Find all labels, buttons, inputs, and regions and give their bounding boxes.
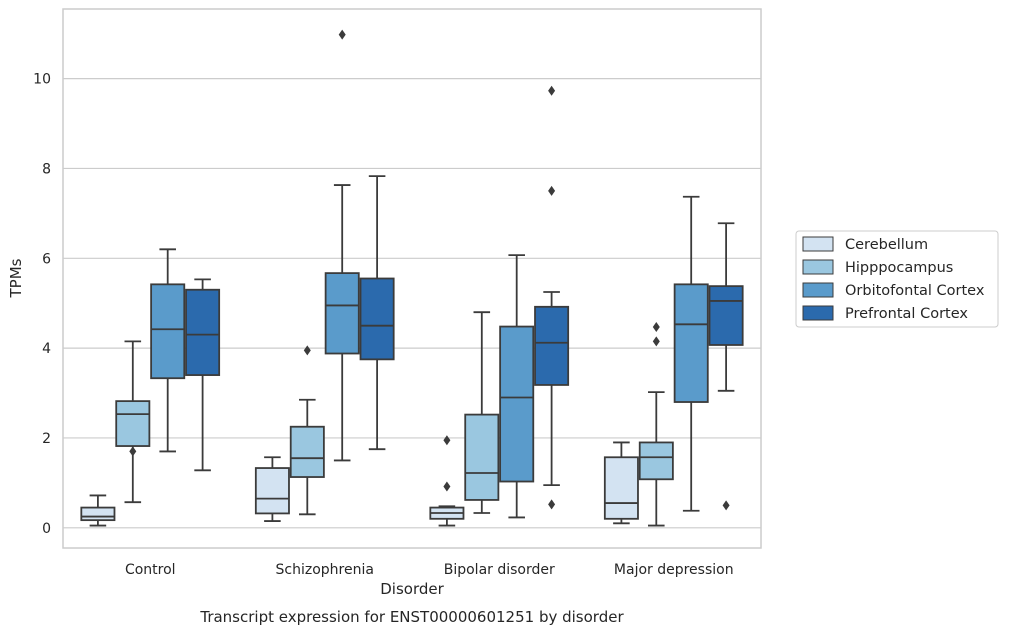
- box: [324, 29, 360, 462]
- outlier-point: [722, 500, 730, 511]
- outlier-point: [129, 446, 137, 457]
- box-iqr: [289, 425, 325, 478]
- outlier-point: [548, 499, 556, 510]
- legend-item: Orbitofontal Cortex: [802, 282, 985, 299]
- legend-label: Hipppocampus: [845, 260, 953, 276]
- box-iqr: [534, 305, 570, 386]
- box: [80, 494, 116, 527]
- outlier-point: [303, 345, 311, 356]
- box-iqr: [324, 272, 360, 355]
- box: [708, 222, 744, 511]
- outlier-point: [548, 185, 556, 196]
- series-prefrontal-cortex: [185, 85, 744, 511]
- outlier-point: [443, 435, 451, 446]
- legend-frame: [795, 230, 999, 328]
- x-axis-label: Disorder: [380, 580, 444, 598]
- x-tick-label: Bipolar disorder: [444, 562, 555, 578]
- outlier-point: [652, 336, 660, 347]
- legend-item: Hipppocampus: [802, 259, 953, 276]
- y-tick-label: 4: [42, 341, 51, 357]
- legend-swatch: [802, 259, 834, 275]
- box: [603, 441, 639, 525]
- series-hipppocampus: [115, 311, 674, 527]
- legend-swatch: [802, 236, 834, 252]
- series-cerebellum: [80, 435, 639, 527]
- box-iqr: [638, 441, 674, 481]
- y-tick-labels: 0 2 4 6 8 10: [33, 72, 51, 537]
- box: [499, 254, 535, 519]
- y-tick-label: 2: [42, 431, 51, 447]
- outlier-point: [338, 29, 346, 40]
- y-tick-label: 6: [42, 251, 51, 267]
- box-iqr: [359, 277, 395, 361]
- legend: Cerebellum Hipppocampus Orbitofontal Corte…: [795, 230, 999, 328]
- series-orbitofontal-cortex: [150, 29, 709, 519]
- y-tick-label: 0: [42, 521, 51, 537]
- box: [673, 195, 709, 512]
- y-tick-label: 8: [42, 161, 51, 177]
- box: [115, 340, 151, 504]
- legend-swatch: [802, 305, 834, 321]
- x-tick-label: Major depression: [614, 562, 734, 578]
- box-iqr: [185, 288, 221, 376]
- box: [289, 345, 325, 516]
- box: [534, 85, 570, 510]
- x-tick-label: Control: [125, 562, 176, 578]
- outlier-point: [443, 481, 451, 492]
- box-iqr: [115, 400, 151, 447]
- outlier-point: [548, 85, 556, 96]
- x-tick-label: Schizophrenia: [276, 562, 374, 578]
- legend-label: Prefrontal Cortex: [845, 306, 968, 322]
- legend-item: Cerebellum: [802, 236, 928, 253]
- box: [185, 278, 221, 472]
- plot-frame: [62, 8, 762, 549]
- box-iqr: [80, 506, 116, 522]
- box: [638, 322, 674, 527]
- box: [150, 248, 186, 453]
- legend-label: Orbitofontal Cortex: [845, 283, 985, 299]
- box-iqr: [150, 283, 186, 380]
- box-iqr: [673, 283, 709, 403]
- y-axis-label: TPMs: [7, 258, 25, 298]
- box: [254, 456, 290, 522]
- box: [429, 435, 465, 527]
- box: [359, 175, 395, 451]
- box-iqr: [254, 467, 290, 515]
- box-series: [80, 29, 744, 527]
- outlier-point: [652, 322, 660, 333]
- legend-swatch: [802, 282, 834, 298]
- box-iqr: [464, 413, 500, 501]
- x-tick-labels: Control Schizophrenia Bipolar disorder Majo…: [125, 562, 734, 578]
- box-iqr: [499, 325, 535, 483]
- box-iqr: [603, 456, 639, 520]
- legend-item: Prefrontal Cortex: [802, 305, 968, 322]
- y-tick-label: 10: [33, 72, 51, 88]
- box: [464, 311, 500, 514]
- box-iqr: [708, 285, 744, 346]
- chart-title: Transcript expression for ENST0000060125…: [199, 608, 624, 626]
- legend-label: Cerebellum: [845, 237, 928, 253]
